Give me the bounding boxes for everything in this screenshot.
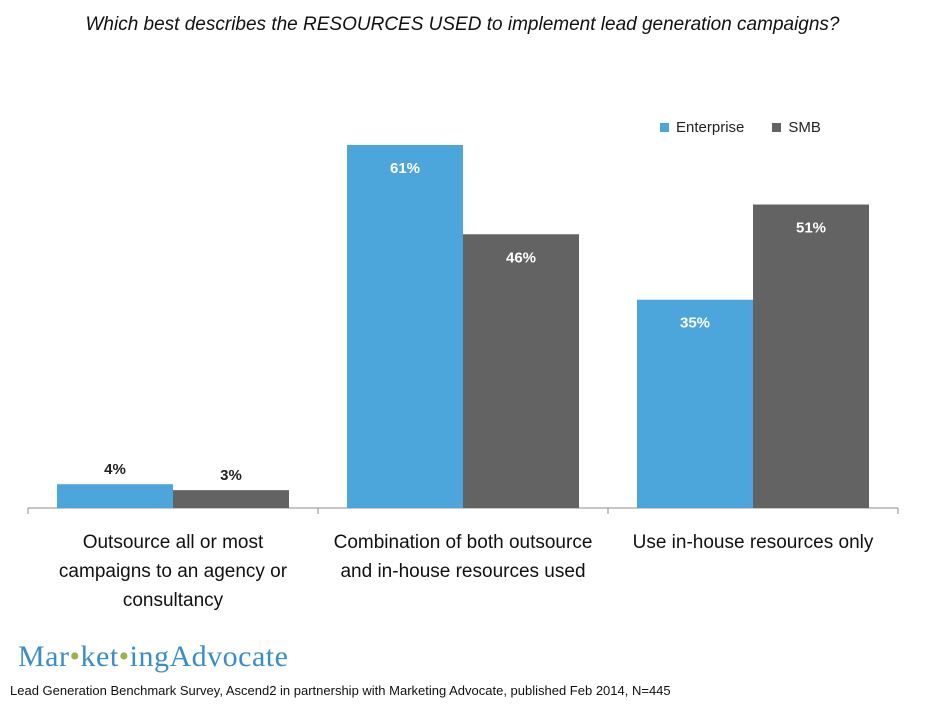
data-label-enterprise-2: 35%	[680, 315, 710, 332]
legend: Enterprise SMB	[660, 119, 849, 136]
bar-enterprise-2	[637, 299, 753, 508]
data-label-enterprise-1: 61%	[390, 160, 420, 177]
logo-text-3: ing	[129, 640, 170, 673]
bar-enterprise-0	[57, 484, 173, 508]
logo-dot-2: •	[118, 640, 130, 673]
chart-title: Which best describes the RESOURCES USED …	[85, 14, 840, 35]
logo-text-4: Advocate	[169, 640, 289, 673]
bar-smb-0	[173, 490, 289, 508]
legend-item-smb: SMB	[772, 119, 821, 136]
legend-label-smb: SMB	[788, 119, 821, 136]
category-label-combination: Combination of both outsource and in-hou…	[333, 532, 593, 582]
logo-text-2: ket	[80, 640, 119, 673]
category-label-outsource: Outsource all or most campaigns to an ag…	[58, 532, 288, 611]
category-label-in-house: Use in-house resources only	[632, 532, 874, 553]
legend-swatch-enterprise	[660, 123, 669, 132]
logo-text-1: Mar	[18, 640, 70, 673]
data-label-smb-1: 46%	[506, 249, 536, 266]
bar-enterprise-1	[347, 145, 463, 508]
legend-item-enterprise: Enterprise	[660, 119, 744, 136]
data-label-enterprise-0: 4%	[104, 461, 126, 478]
marketing-advocate-logo: Mar•ket•ingAdvocate	[18, 640, 288, 674]
bar-smb-1	[463, 234, 579, 508]
legend-label-enterprise: Enterprise	[676, 119, 745, 136]
data-label-smb-2: 51%	[796, 220, 826, 237]
bar-smb-2	[753, 204, 869, 509]
legend-swatch-smb	[772, 123, 782, 132]
source-note: Lead Generation Benchmark Survey, Ascend…	[10, 683, 671, 698]
logo-dot-1: •	[69, 640, 81, 673]
data-label-smb-0: 3%	[220, 467, 242, 484]
